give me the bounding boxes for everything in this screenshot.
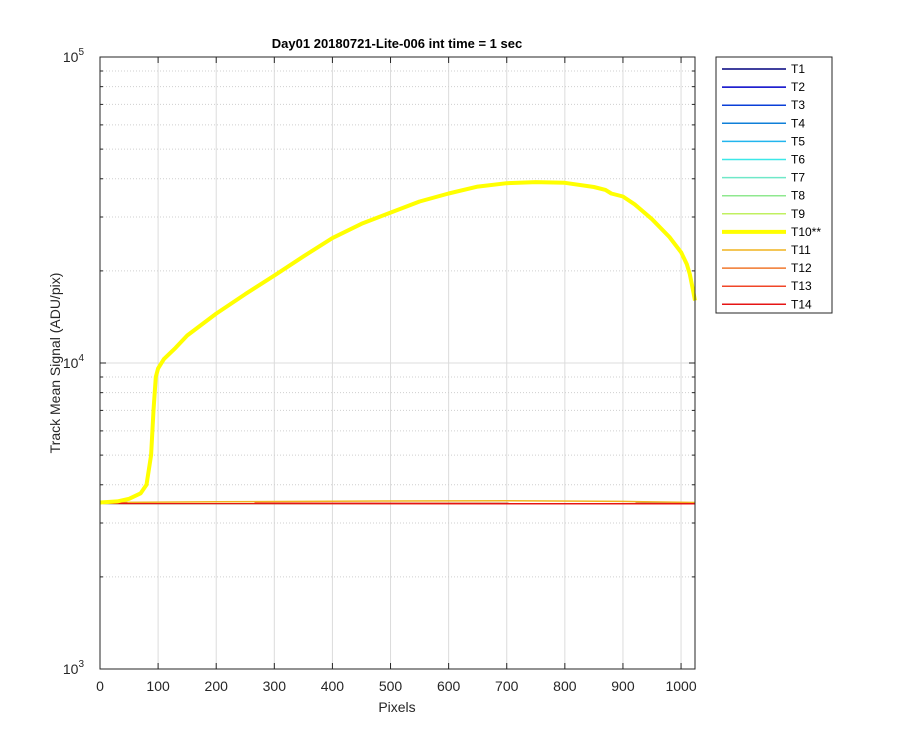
x-tick-label: 1000 bbox=[665, 678, 696, 694]
legend-label: T9 bbox=[791, 207, 805, 221]
legend-label: T7 bbox=[791, 171, 805, 185]
x-axis-label: Pixels bbox=[378, 699, 415, 715]
x-tick-label: 700 bbox=[495, 678, 519, 694]
legend-item: T13 bbox=[722, 279, 812, 293]
legend-label: T8 bbox=[791, 189, 805, 203]
y-tick-label: 104 bbox=[63, 353, 85, 371]
legend-item: T9 bbox=[722, 207, 805, 221]
series-line-t10 bbox=[99, 180, 697, 505]
legend-item: T2 bbox=[722, 80, 805, 94]
x-tick-label: 300 bbox=[263, 678, 287, 694]
legend-item: T3 bbox=[722, 98, 805, 112]
chart-title: Day01 20180721-Lite-006 int time = 1 sec bbox=[272, 36, 522, 51]
series-line-t11 bbox=[99, 500, 696, 504]
legend-item: T4 bbox=[722, 116, 805, 130]
legend-label: T6 bbox=[791, 153, 805, 167]
legend-label: T13 bbox=[791, 279, 812, 293]
plot-lines bbox=[99, 180, 697, 505]
x-tick-label: 200 bbox=[205, 678, 229, 694]
legend-item: T1 bbox=[722, 62, 805, 76]
legend-item: T11 bbox=[722, 243, 811, 257]
legend-item: T8 bbox=[722, 189, 805, 203]
legend-label: T14 bbox=[791, 297, 812, 311]
legend-item: T14 bbox=[722, 297, 812, 311]
legend-label: T11 bbox=[791, 243, 811, 257]
legend-label: T2 bbox=[791, 80, 805, 94]
legend-item: T6 bbox=[722, 153, 805, 167]
legend: T1 T2 T3 T4 T5 T6 T7 T8 T9 T10** T11 T12 T13 T14 bbox=[715, 56, 833, 314]
legend-label: T5 bbox=[791, 134, 805, 148]
x-tick-label: 100 bbox=[146, 678, 170, 694]
x-tick-label: 900 bbox=[611, 678, 635, 694]
y-tick-label: 105 bbox=[63, 47, 85, 65]
legend-item: T5 bbox=[722, 134, 805, 148]
legend-label: T3 bbox=[791, 98, 805, 112]
x-tick-label: 500 bbox=[379, 678, 403, 694]
y-axis: 103 104 105 bbox=[63, 47, 695, 677]
x-axis: 0 100 200 300 400 500 600 700 800 900 1000 bbox=[96, 57, 697, 694]
legend-item: T10** bbox=[722, 225, 821, 239]
legend-label: T4 bbox=[791, 116, 805, 130]
legend-label: T12 bbox=[791, 261, 812, 275]
legend-label: T1 bbox=[791, 62, 805, 76]
legend-item: T7 bbox=[722, 171, 805, 185]
legend-box bbox=[715, 56, 833, 314]
grid bbox=[100, 57, 695, 669]
legend-item: T12 bbox=[722, 261, 812, 275]
x-tick-label: 400 bbox=[321, 678, 345, 694]
x-tick-label: 600 bbox=[437, 678, 461, 694]
x-tick-label: 800 bbox=[553, 678, 577, 694]
x-tick-label: 0 bbox=[96, 678, 104, 694]
y-tick-label: 103 bbox=[63, 659, 85, 677]
y-axis-label: Track Mean Signal (ADU/pix) bbox=[47, 273, 63, 454]
legend-label: T10** bbox=[791, 225, 821, 239]
